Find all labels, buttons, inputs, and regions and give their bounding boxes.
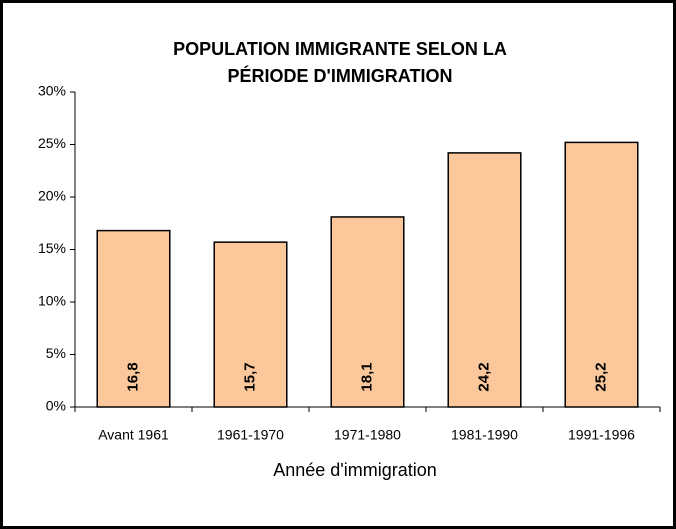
- value-label: 24,2: [475, 362, 492, 391]
- value-label: 25,2: [592, 362, 609, 391]
- x-tick-label: 1971-1980: [334, 427, 401, 443]
- x-tick-label: Avant 1961: [98, 427, 169, 443]
- x-tick-label: 1991-1996: [568, 427, 635, 443]
- y-tick-label: 30%: [38, 83, 66, 99]
- value-label: 15,7: [241, 362, 258, 391]
- bar: [564, 141, 639, 408]
- bar: [447, 152, 522, 408]
- bar: [213, 241, 288, 408]
- y-tick-label: 0%: [46, 398, 66, 414]
- value-label: 18,1: [358, 362, 375, 391]
- x-tick-label: 1961-1970: [217, 427, 284, 443]
- chart-title: POPULATION IMMIGRANTE SELON LA PÉRIODE D…: [173, 39, 507, 86]
- y-tick-label: 15%: [38, 240, 66, 256]
- bar: [96, 229, 171, 408]
- value-label: 16,8: [124, 362, 141, 391]
- x-axis-label: Année d'immigration: [273, 460, 437, 480]
- y-tick-label: 5%: [46, 345, 66, 361]
- y-tick-label: 20%: [38, 188, 66, 204]
- x-tick-label: 1981-1990: [451, 427, 518, 443]
- y-tick-label: 10%: [38, 293, 66, 309]
- y-tick-label: 25%: [38, 135, 66, 151]
- bar: [330, 216, 405, 408]
